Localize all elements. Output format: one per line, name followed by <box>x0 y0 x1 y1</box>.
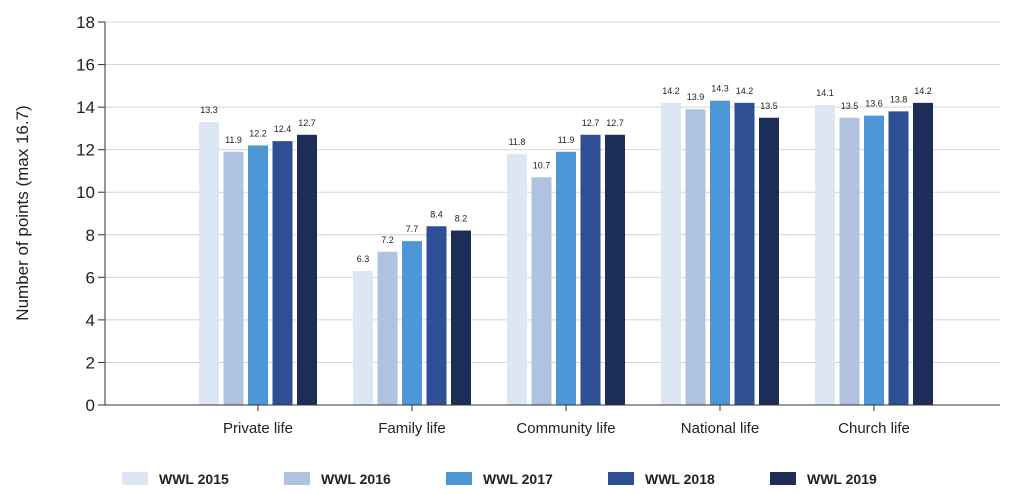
y-axis-title: Number of points (max 16.7) <box>13 105 32 320</box>
axes: 0 2 4 6 8 10 12 14 16 18 Private life Family life Co… <box>76 13 1000 437</box>
bar <box>710 100 730 405</box>
bar-value-label: 14.3 <box>711 84 729 94</box>
bar-value-label: 14.2 <box>662 86 680 96</box>
bar-value-label: 12.2 <box>249 128 267 138</box>
bar <box>605 134 625 405</box>
legend-label: WWL 2017 <box>483 471 553 487</box>
x-tick-label: Church life <box>838 420 910 437</box>
bar-value-label: 14.2 <box>914 86 932 96</box>
bar <box>402 241 422 405</box>
bar <box>685 109 706 405</box>
bar-value-label: 13.6 <box>865 99 883 109</box>
bar <box>580 134 601 405</box>
y-tick-label: 4 <box>86 311 95 330</box>
bar-value-label: 13.3 <box>200 105 218 115</box>
data-labels: 13.3 11.9 12.2 12.4 12.7 6.3 7.2 7.7 8.4 8.2 11.8 1… <box>200 84 932 264</box>
y-tick-label: 0 <box>86 396 95 415</box>
bar-value-label: 13.5 <box>841 101 859 111</box>
legend-swatch <box>284 472 310 485</box>
bar-value-label: 7.2 <box>381 235 394 245</box>
bar <box>248 145 268 405</box>
legend-label: WWL 2019 <box>807 471 877 487</box>
legend: WWL 2015 WWL 2016 WWL 2017 WWL 2018 WWL 2019 <box>122 471 877 487</box>
y-tick-label: 2 <box>86 353 95 372</box>
bar <box>353 270 373 405</box>
bar <box>531 177 552 405</box>
x-tick-label: Community life <box>516 420 615 437</box>
bar-value-label: 14.2 <box>736 86 754 96</box>
bar-value-label: 8.2 <box>455 214 468 224</box>
y-tick-label: 18 <box>76 13 95 32</box>
bar-value-label: 10.7 <box>533 160 551 170</box>
y-tick-label: 10 <box>76 183 95 202</box>
legend-label: WWL 2016 <box>321 471 391 487</box>
y-tick-label: 8 <box>86 226 95 245</box>
y-tick-label: 6 <box>86 268 95 287</box>
bar-value-label: 11.9 <box>225 135 242 145</box>
bar-value-label: 12.4 <box>274 124 292 134</box>
bar <box>839 117 860 405</box>
bar-value-label: 12.7 <box>606 118 624 128</box>
y-tick-label: 12 <box>76 141 95 160</box>
bar-value-label: 14.1 <box>816 88 834 98</box>
bar <box>377 251 398 405</box>
bar-value-label: 11.8 <box>509 137 526 147</box>
bar-value-label: 6.3 <box>357 254 370 264</box>
x-tick-label: National life <box>681 420 759 437</box>
bar <box>888 111 909 405</box>
bar <box>734 102 755 405</box>
bar <box>864 115 884 405</box>
bar <box>913 102 933 405</box>
bar-value-label: 7.7 <box>406 224 419 234</box>
bar-value-label: 13.8 <box>890 94 908 104</box>
bar <box>451 230 471 405</box>
bar <box>199 122 219 405</box>
legend-swatch <box>770 472 796 485</box>
bar-value-label: 13.9 <box>687 92 705 102</box>
legend-label: WWL 2015 <box>159 471 229 487</box>
legend-swatch <box>446 472 472 485</box>
legend-swatch <box>122 472 148 485</box>
bar-value-label: 11.9 <box>558 135 575 145</box>
bar <box>759 117 779 405</box>
x-tick-label: Private life <box>223 420 293 437</box>
bar-value-label: 12.7 <box>582 118 600 128</box>
bar <box>556 151 576 405</box>
bar-value-label: 13.5 <box>760 101 778 111</box>
bar <box>507 153 527 405</box>
bar <box>272 141 293 405</box>
bar <box>661 102 681 405</box>
legend-label: WWL 2018 <box>645 471 715 487</box>
bar <box>426 226 447 405</box>
y-tick-label: 14 <box>76 98 95 117</box>
bar <box>815 104 835 405</box>
bar-value-label: 8.4 <box>430 209 443 219</box>
y-tick-label: 16 <box>76 56 95 75</box>
bar-value-label: 12.7 <box>298 118 316 128</box>
legend-swatch <box>608 472 634 485</box>
x-tick-label: Family life <box>378 420 446 437</box>
bar <box>223 151 244 405</box>
bar <box>297 134 317 405</box>
bars <box>199 100 933 405</box>
